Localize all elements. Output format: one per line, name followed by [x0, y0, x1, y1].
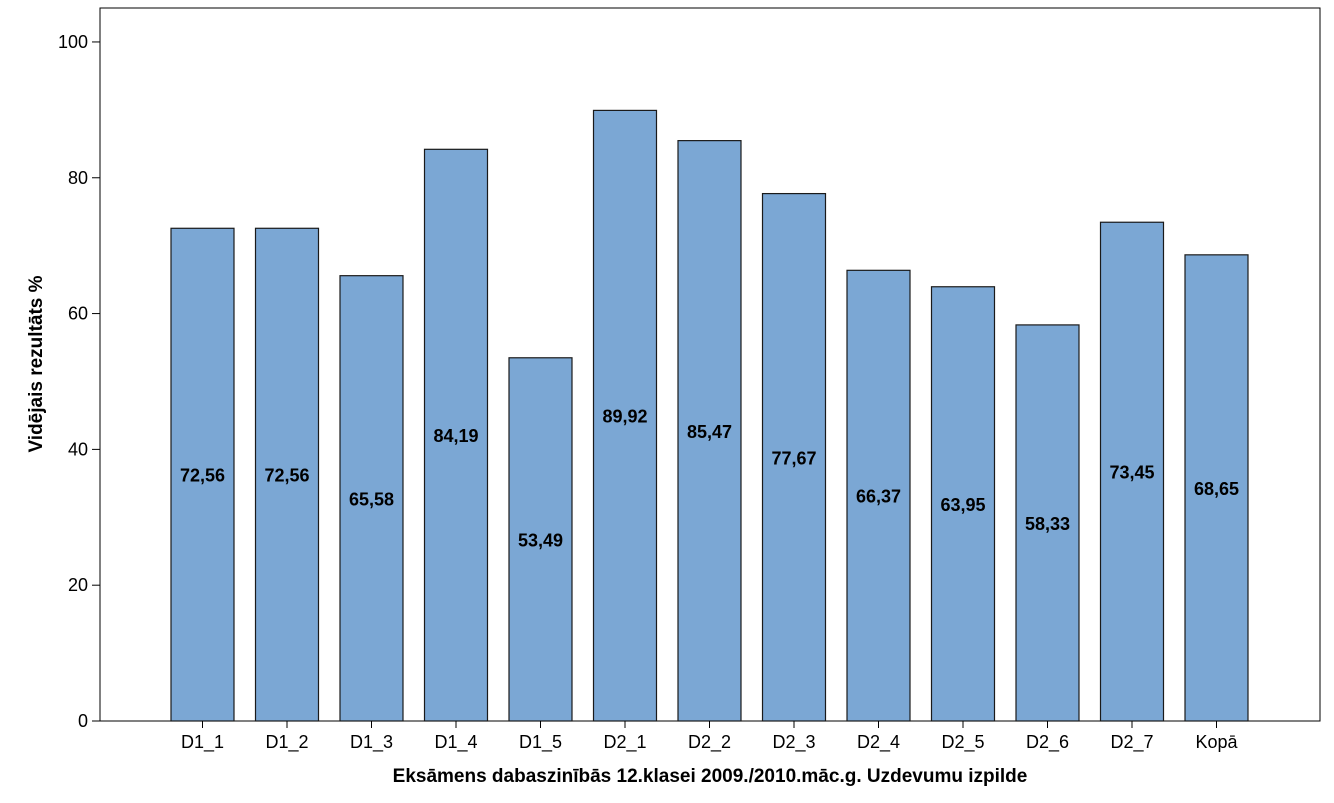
y-axis-ticks: 0 20 40 60 80 100: [58, 32, 100, 731]
data-label: 77,67: [771, 448, 816, 468]
x-axis-title: Eksāmens dabaszinībās 12.klasei 2009./20…: [393, 766, 1028, 787]
bar: [170, 227, 235, 722]
data-label: 53,49: [518, 530, 563, 550]
bar: [1099, 221, 1165, 722]
y-tick-label: 60: [68, 304, 88, 324]
data-label: 85,47: [687, 422, 732, 442]
x-tick-label: D1_5: [519, 732, 562, 753]
data-label: 72,56: [180, 466, 225, 486]
bar: [677, 140, 742, 722]
x-tick-label: D1_2: [265, 732, 308, 753]
y-tick-label: 20: [68, 575, 88, 595]
y-axis-title: Vidējais rezultāts %: [26, 275, 47, 452]
x-tick-label: D1_3: [350, 732, 393, 753]
x-tick-label: D1_4: [434, 732, 477, 753]
x-axis-ticks: D1_1 D1_2 D1_3 D1_4 D1_5 D2_1 D2_2 D2_3 D2_4 D2_5…: [181, 721, 1239, 753]
x-tick-label: D2_6: [1026, 732, 1069, 753]
x-tick-label: D2_2: [688, 732, 731, 753]
bar: [1015, 324, 1080, 722]
bar: [1184, 254, 1249, 722]
bar: [846, 269, 911, 722]
x-tick-label: Kopā: [1195, 732, 1238, 752]
data-label: 65,58: [349, 489, 394, 509]
bar: [339, 275, 404, 722]
data-label: 68,65: [1194, 479, 1239, 499]
x-tick-label: D1_1: [181, 732, 224, 753]
bar: [254, 227, 320, 722]
data-label: 84,19: [433, 426, 478, 446]
x-tick-label: D2_1: [603, 732, 646, 753]
data-label: 89,92: [602, 407, 647, 427]
y-tick-label: 100: [58, 32, 88, 52]
data-label: 58,33: [1025, 514, 1070, 534]
bar: [930, 286, 996, 722]
bar: [508, 357, 573, 722]
bars: [170, 109, 1249, 722]
y-tick-label: 0: [78, 711, 88, 731]
bar: [592, 109, 658, 722]
data-labels: 72,56 72,56 65,58 84,19 53,49 89,92 85,47 77,67…: [180, 407, 1239, 551]
bar: [423, 148, 489, 722]
x-tick-label: D2_3: [772, 732, 815, 753]
data-label: 72,56: [264, 466, 309, 486]
y-tick-label: 40: [68, 439, 88, 459]
x-tick-label: D2_4: [857, 732, 900, 753]
data-label: 66,37: [856, 487, 901, 507]
data-label: 73,45: [1109, 463, 1154, 483]
x-tick-label: D2_7: [1110, 732, 1153, 753]
y-tick-label: 80: [68, 168, 88, 188]
x-tick-label: D2_5: [941, 732, 984, 753]
data-label: 63,95: [940, 495, 985, 515]
